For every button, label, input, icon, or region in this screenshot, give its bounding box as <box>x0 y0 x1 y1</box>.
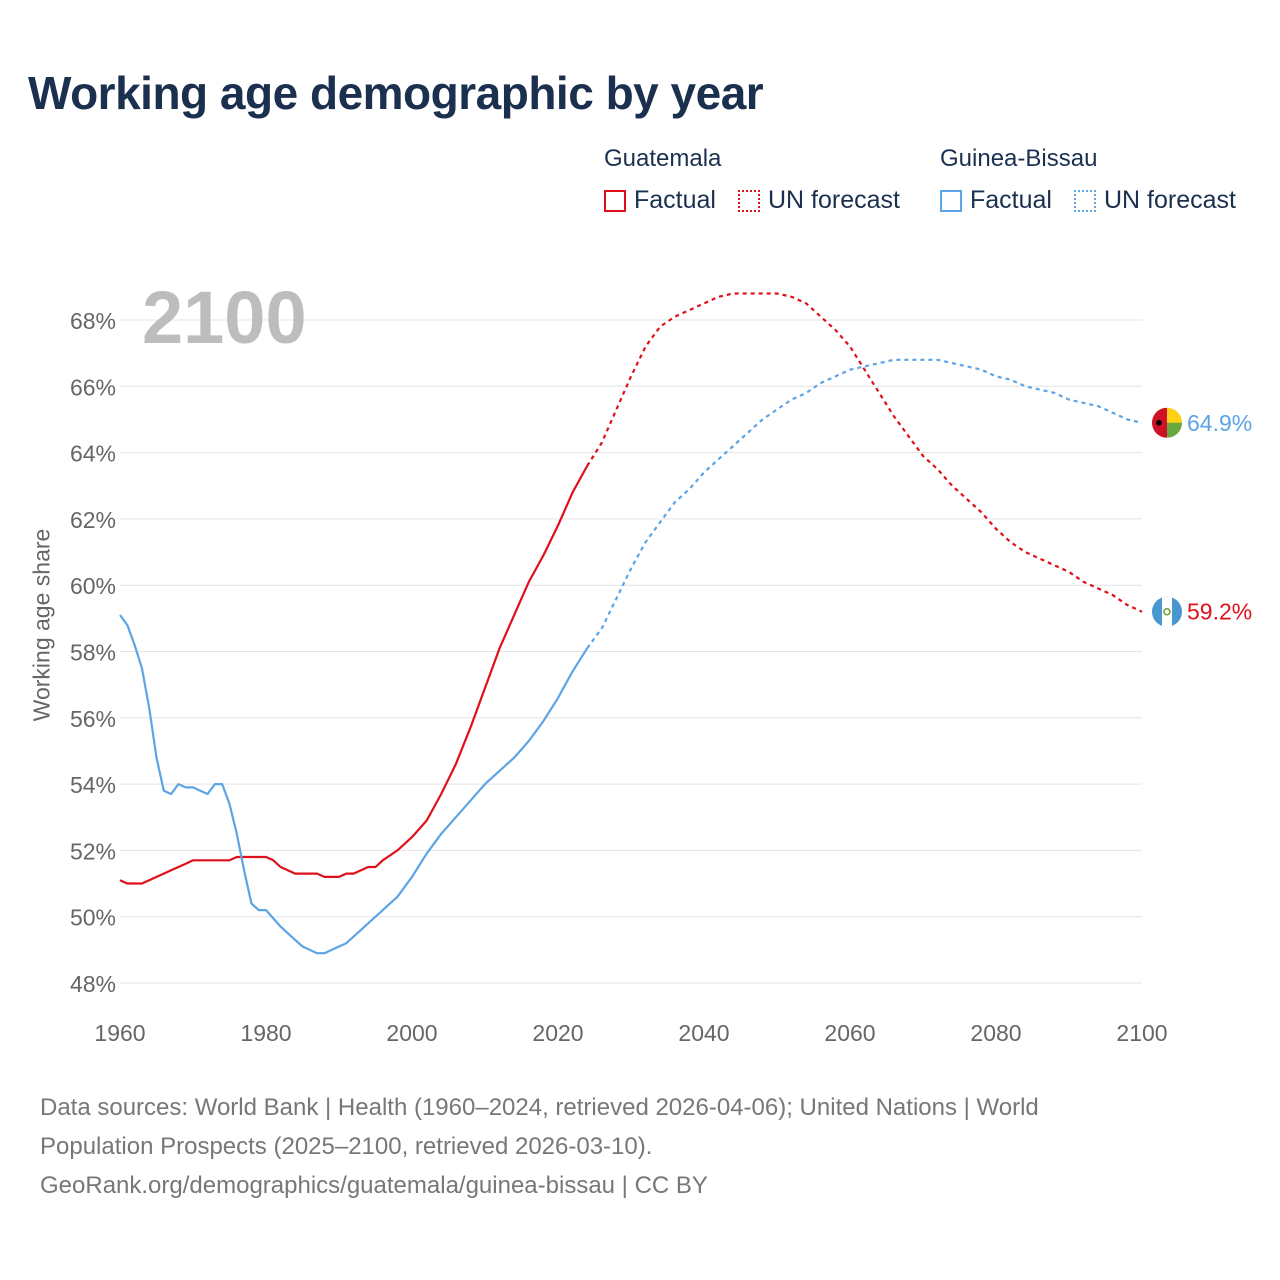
y-tick-label-66: 66% <box>70 374 116 400</box>
legend-solid-swatch-red <box>604 189 626 212</box>
guinea-bissau-end-value: 64.9% <box>1187 410 1252 436</box>
x-tick-label-2000: 2000 <box>386 1020 437 1046</box>
series-lines <box>119 292 1143 955</box>
guinea-bissau-flag-icon <box>1152 407 1182 438</box>
x-tick-label-1960: 1960 <box>94 1020 145 1046</box>
legend-dotted-swatch-blue <box>1074 189 1096 212</box>
footer-line-3[interactable]: GeoRank.org/demographics/guatemala/guine… <box>40 1172 708 1199</box>
y-tick-label-52: 52% <box>70 838 116 864</box>
legend-guinea-bissau-factual-label: Factual <box>970 186 1052 214</box>
y-tick-label-64: 64% <box>70 441 116 467</box>
y-tick-label-54: 54% <box>70 772 116 798</box>
guinea-bissau-forecast-line <box>586 358 1143 649</box>
line-chart: 48%50%52%54%56%58%60%62%64%66%68% 1960 19… <box>70 276 1252 1046</box>
y-tick-label-58: 58% <box>70 640 116 666</box>
footer-line-2: Population Prospects (2025–2100, retriev… <box>40 1133 653 1160</box>
x-tick-label-2100: 2100 <box>1116 1020 1167 1046</box>
y-tick-labels: 48% 50% 52% 54% 56% 58% 60% 62% 64% 66% 68% <box>70 308 116 997</box>
year-label: 2100 <box>142 276 307 359</box>
y-tick-label-48: 48% <box>70 971 116 997</box>
x-tick-label-2080: 2080 <box>970 1020 1021 1046</box>
legend-guatemala-title: Guatemala <box>604 145 722 172</box>
guatemala-flag-icon <box>1152 596 1182 627</box>
guatemala-forecast-line <box>586 292 1143 613</box>
x-tick-label-2020: 2020 <box>532 1020 583 1046</box>
chart-title: Working age demographic by year <box>28 67 764 119</box>
legend-solid-swatch-blue <box>940 189 962 212</box>
legend-guinea-bissau-title: Guinea-Bissau <box>940 145 1098 172</box>
grid-lines <box>120 319 1142 984</box>
footer-line-1: Data sources: World Bank | Health (1960–… <box>40 1094 1039 1121</box>
x-tick-labels: 1960 1980 2000 2020 2040 2060 2080 2100 <box>94 1020 1167 1046</box>
legend-guatemala-factual-label: Factual <box>634 186 716 214</box>
x-tick-label-1980: 1980 <box>240 1020 291 1046</box>
x-tick-label-2040: 2040 <box>678 1020 729 1046</box>
guatemala-end-value: 59.2% <box>1187 599 1252 625</box>
x-tick-label-2060: 2060 <box>824 1020 875 1046</box>
footer-sources: Data sources: World Bank | Health (1960–… <box>40 1088 1240 1205</box>
y-tick-label-62: 62% <box>70 507 116 533</box>
y-tick-label-56: 56% <box>70 706 116 732</box>
guinea-bissau-factual-line <box>119 614 589 955</box>
y-tick-label-50: 50% <box>70 905 116 931</box>
legend-guinea-bissau-factual[interactable]: Factual <box>940 186 1052 215</box>
guatemala-factual-line <box>119 465 589 885</box>
legend-guinea-bissau-forecast[interactable]: UN forecast <box>1074 186 1236 215</box>
legend-guatemala-forecast[interactable]: UN forecast <box>738 186 900 215</box>
y-tick-label-60: 60% <box>70 573 116 599</box>
legend-guatemala-factual[interactable]: Factual <box>604 186 716 215</box>
legend-guinea-bissau-forecast-label: UN forecast <box>1104 186 1236 214</box>
legend-guatemala-forecast-label: UN forecast <box>768 186 900 214</box>
y-tick-label-68: 68% <box>70 308 116 334</box>
legend-dotted-swatch-red <box>738 189 760 212</box>
end-markers: 59.2% 64.9% <box>1152 407 1252 627</box>
